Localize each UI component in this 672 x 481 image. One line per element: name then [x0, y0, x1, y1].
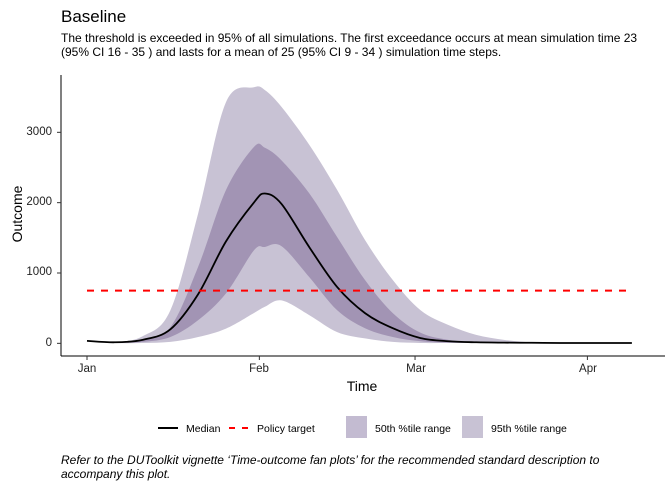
legend-label-95th: 95th %tile range [491, 423, 567, 435]
legend-label-policy-target: Policy target [257, 423, 315, 435]
median-line [86, 192, 632, 344]
band-50th-percentile [87, 143, 632, 344]
chart-title: Baseline [61, 7, 127, 26]
chart-subtitle: The threshold is exceeded in 95% of all … [61, 31, 638, 59]
y-tick-label: 0 [45, 337, 52, 349]
y-tick-label: 2000 [26, 196, 52, 208]
y-axis-label: Outcome [9, 185, 25, 243]
x-tick-label: Apr [579, 363, 597, 375]
x-tick-label: Mar [406, 363, 426, 375]
y-tick-label: 1000 [26, 266, 52, 278]
x-tick-label: Feb [249, 363, 269, 375]
legend-key-50th [346, 416, 367, 438]
legend-key-95th [462, 416, 483, 438]
x-axis-label: Time [346, 378, 378, 394]
y-tick-label: 3000 [26, 126, 52, 138]
legend-label-50th: 50th %tile range [375, 423, 451, 435]
caption: Refer to the DUToolkit vignette ‘Time-ou… [61, 453, 600, 481]
x-tick-label: Jan [77, 363, 97, 375]
legend-label-median: Median [186, 423, 221, 435]
